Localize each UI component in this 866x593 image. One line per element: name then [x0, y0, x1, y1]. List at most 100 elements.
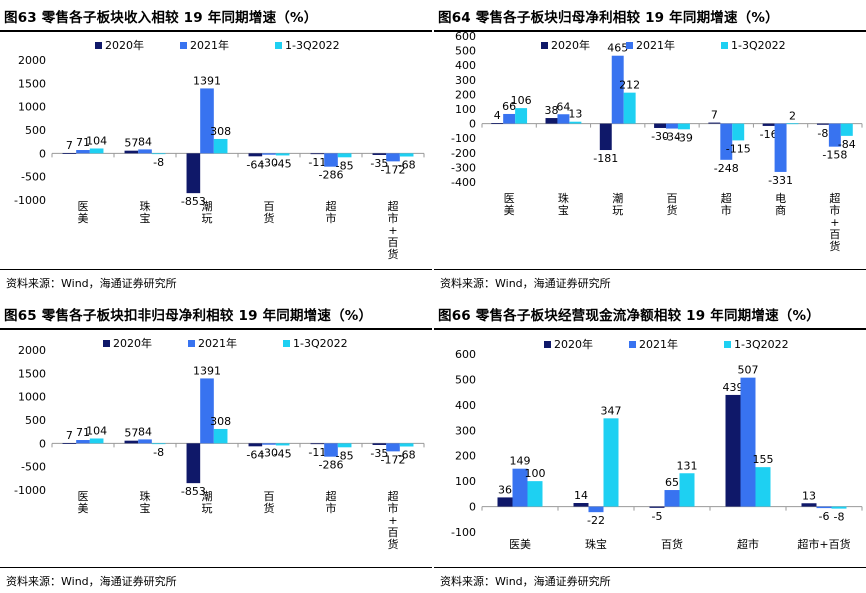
bar-2020-珠宝 — [573, 503, 589, 507]
legend-swatch-2020 — [103, 340, 110, 347]
data-label: -11 — [308, 446, 326, 459]
bar-2020-百货 — [649, 506, 665, 508]
data-label: -331 — [768, 174, 793, 187]
bar-2021-潮玩 — [200, 88, 214, 154]
y-tick-label: 1500 — [18, 367, 46, 380]
category-label: 医美 — [504, 192, 515, 217]
data-label: -45 — [274, 447, 292, 460]
chart-title: 图65 零售各子板块扣非归母净利相较 19 年同期增速（%） — [4, 308, 373, 324]
bar-2020-超市 — [725, 394, 741, 507]
legend-swatch-2020 — [95, 42, 102, 49]
data-label: 7 — [66, 429, 73, 442]
bar-2021-医美 — [76, 150, 90, 154]
source-note: 资料来源：Wind，海通证券研究所 — [440, 575, 611, 588]
legend-label-2020: 2020年 — [551, 38, 590, 52]
data-label: -45 — [274, 157, 292, 170]
bar-chart: 2000 1500 1000 500 0 -500 -1000 7 57 -853 -64 -11 -3… — [14, 38, 425, 261]
bar-1-3q2022-超市+百货 — [399, 153, 414, 157]
data-label: 13 — [568, 108, 582, 121]
y-tick-label: 600 — [455, 30, 476, 43]
bar-2020-超市+百货 — [801, 503, 817, 507]
data-label: -6 — [819, 510, 830, 523]
bar-2020-超市+百货 — [372, 443, 387, 445]
category-label: 超市 — [721, 191, 732, 217]
data-label: 14 — [574, 489, 588, 502]
bar-1-3q2022-超市+百货 — [840, 123, 853, 136]
bar-1-3q2022-超市 — [337, 443, 352, 448]
bar-2020-珠宝 — [545, 118, 558, 124]
chart-title: 图63 零售各子板块收入相较 19 年同期增速（%） — [4, 10, 318, 26]
y-tick-label: -400 — [451, 176, 476, 189]
category-label: 珠宝 — [140, 199, 151, 225]
category-label: 超市+百货 — [388, 199, 399, 261]
data-label: 439 — [723, 381, 744, 394]
chart-title: 图64 零售各子板块归母净利相较 19 年同期增速（%） — [438, 10, 779, 26]
data-label: -68 — [398, 159, 416, 172]
chart-panel-fig63: 图63 零售各子板块收入相较 19 年同期增速（%） 2000 1500 1000 5… — [0, 0, 432, 295]
source-rule — [0, 269, 432, 270]
category-label: 潮玩 — [612, 191, 623, 217]
category-label: 医美 — [78, 200, 89, 225]
y-tick-label: 200 — [455, 450, 476, 463]
category-label: 潮玩 — [202, 489, 213, 515]
bar-1-3q2022-医美 — [89, 438, 104, 444]
y-tick-label: 500 — [25, 124, 46, 137]
data-label: 66 — [502, 100, 516, 113]
title-rule — [0, 30, 432, 32]
category-label: 珠宝 — [558, 191, 569, 217]
source-rule — [434, 567, 866, 568]
title-rule — [0, 328, 432, 330]
data-label: 71 — [76, 426, 90, 439]
bar-2020-潮玩 — [186, 443, 201, 484]
title-rule — [434, 328, 866, 330]
category-label: 超市 — [326, 199, 337, 225]
legend-swatch-1-3q2022 — [721, 42, 728, 49]
category-label: 珠宝 — [140, 489, 151, 515]
bar-2021-珠宝 — [138, 439, 152, 444]
bar-1-3q2022-医美 — [89, 148, 104, 154]
legend-swatch-1-3q2022 — [724, 341, 731, 348]
y-tick-label: 0 — [39, 147, 46, 160]
bar-2020-潮玩 — [186, 153, 201, 194]
y-tick-label: -1000 — [14, 194, 46, 207]
data-label: -64 — [246, 448, 264, 461]
data-label: -34 — [663, 131, 681, 144]
legend-swatch-2020 — [544, 341, 551, 348]
data-label: -30 — [651, 130, 669, 143]
y-tick-label: 200 — [455, 88, 476, 101]
data-label: 84 — [138, 425, 152, 438]
bar-2020-百货 — [248, 443, 263, 447]
data-label: -181 — [593, 152, 618, 165]
source-note: 资料来源：Wind，海通证券研究所 — [6, 575, 177, 588]
data-label: -853 — [181, 485, 206, 498]
bar-1-3q2022-百货 — [275, 443, 290, 446]
category-label: 百货 — [667, 192, 678, 217]
bar-2020-珠宝 — [124, 150, 139, 154]
legend-label-1-3q2022: 1-3Q2022 — [285, 39, 340, 52]
data-label: -11 — [308, 156, 326, 169]
category-label: 电商 — [775, 192, 786, 217]
legend-label-1-3q2022: 1-3Q2022 — [731, 39, 786, 52]
legend-label-1-3q2022: 1-3Q2022 — [293, 337, 348, 350]
data-label: 65 — [665, 476, 679, 489]
bar-2021-珠宝 — [557, 114, 570, 124]
bar-2021-潮玩 — [611, 55, 624, 124]
y-tick-label: 0 — [469, 501, 476, 514]
source-rule — [434, 269, 866, 270]
bar-1-3q2022-百货 — [275, 153, 290, 156]
y-tick-label: 300 — [455, 74, 476, 87]
legend-swatch-1-3q2022 — [275, 42, 282, 49]
data-label: -158 — [822, 149, 847, 162]
bar-2020-超市 — [310, 153, 325, 155]
data-label: 2 — [789, 109, 796, 122]
chart-panel-fig65: 图65 零售各子板块扣非归母净利相较 19 年同期增速（%） 2000 1500 1… — [0, 298, 432, 593]
bar-2021-超市 — [740, 377, 756, 507]
y-tick-label: -300 — [451, 161, 476, 174]
data-label: -22 — [587, 514, 605, 527]
bar-2021-医美 — [76, 440, 90, 444]
data-label: 36 — [498, 483, 512, 496]
data-label: 131 — [677, 459, 698, 472]
legend-swatch-2021 — [180, 42, 187, 49]
data-label: -8 — [817, 127, 828, 140]
data-label: -85 — [336, 449, 354, 462]
